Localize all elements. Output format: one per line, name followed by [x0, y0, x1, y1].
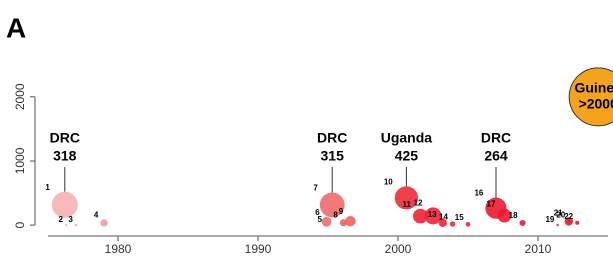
bubble [339, 219, 347, 227]
point-label: 4 [94, 210, 99, 219]
point-label: 9 [339, 207, 344, 216]
point-label: 21 [554, 208, 563, 217]
bubble [424, 207, 442, 225]
point-label: 6 [315, 208, 320, 217]
annotation: 264 [484, 148, 508, 164]
y-tick-label: 2000 [13, 83, 27, 110]
y-tick-label: 1000 [13, 147, 27, 174]
bubble [568, 67, 613, 127]
bubble [438, 218, 447, 228]
annotation: DRC [317, 130, 347, 146]
annotation: DRC [481, 130, 511, 146]
annotation: 318 [53, 148, 77, 164]
annotation: Uganda [381, 130, 433, 146]
bubble [65, 223, 68, 227]
x-tick-label: 2000 [385, 242, 412, 256]
bubble [345, 216, 356, 227]
bubble [519, 220, 526, 227]
panel-label: A [6, 12, 26, 43]
point-label: 13 [428, 210, 437, 219]
bubble [100, 219, 108, 227]
point-label: 14 [439, 212, 448, 221]
annotation: 425 [395, 148, 419, 164]
bubble [51, 191, 78, 218]
point-label: 5 [318, 215, 323, 224]
point-label: 16 [474, 189, 483, 198]
bubble [556, 223, 559, 227]
annotation: DRC [50, 130, 80, 146]
bubble [497, 208, 512, 223]
point-label: 19 [545, 215, 554, 224]
annotation: Guinea [574, 80, 613, 96]
point-label: 20 [556, 211, 565, 220]
bubble [564, 217, 573, 226]
point-label: 3 [68, 215, 73, 224]
annotation: >2000 [579, 96, 613, 112]
bubble [575, 220, 580, 225]
annotation: 315 [321, 148, 345, 164]
bubble [321, 216, 332, 227]
bubble [394, 186, 419, 210]
x-tick-label: 2010 [525, 242, 552, 256]
point-label: 12 [414, 199, 423, 208]
point-label: 10 [384, 177, 393, 186]
point-label: 7 [313, 184, 318, 193]
point-label: 11 [403, 200, 412, 209]
x-tick-label: 1980 [105, 242, 132, 256]
y-tick-label: 0 [13, 221, 27, 228]
point-label: 18 [509, 211, 518, 220]
bubble [319, 192, 345, 218]
point-label: 15 [455, 213, 464, 222]
bubble [413, 208, 428, 224]
bubble [449, 221, 456, 227]
bubble [74, 223, 78, 227]
point-label: 17 [487, 200, 496, 209]
point-label: 2 [59, 215, 64, 224]
x-tick-label: 1990 [245, 242, 272, 256]
point-label: 1 [45, 183, 50, 192]
point-label: 22 [564, 212, 573, 221]
point-label: 8 [333, 210, 338, 219]
bubble [465, 221, 471, 227]
